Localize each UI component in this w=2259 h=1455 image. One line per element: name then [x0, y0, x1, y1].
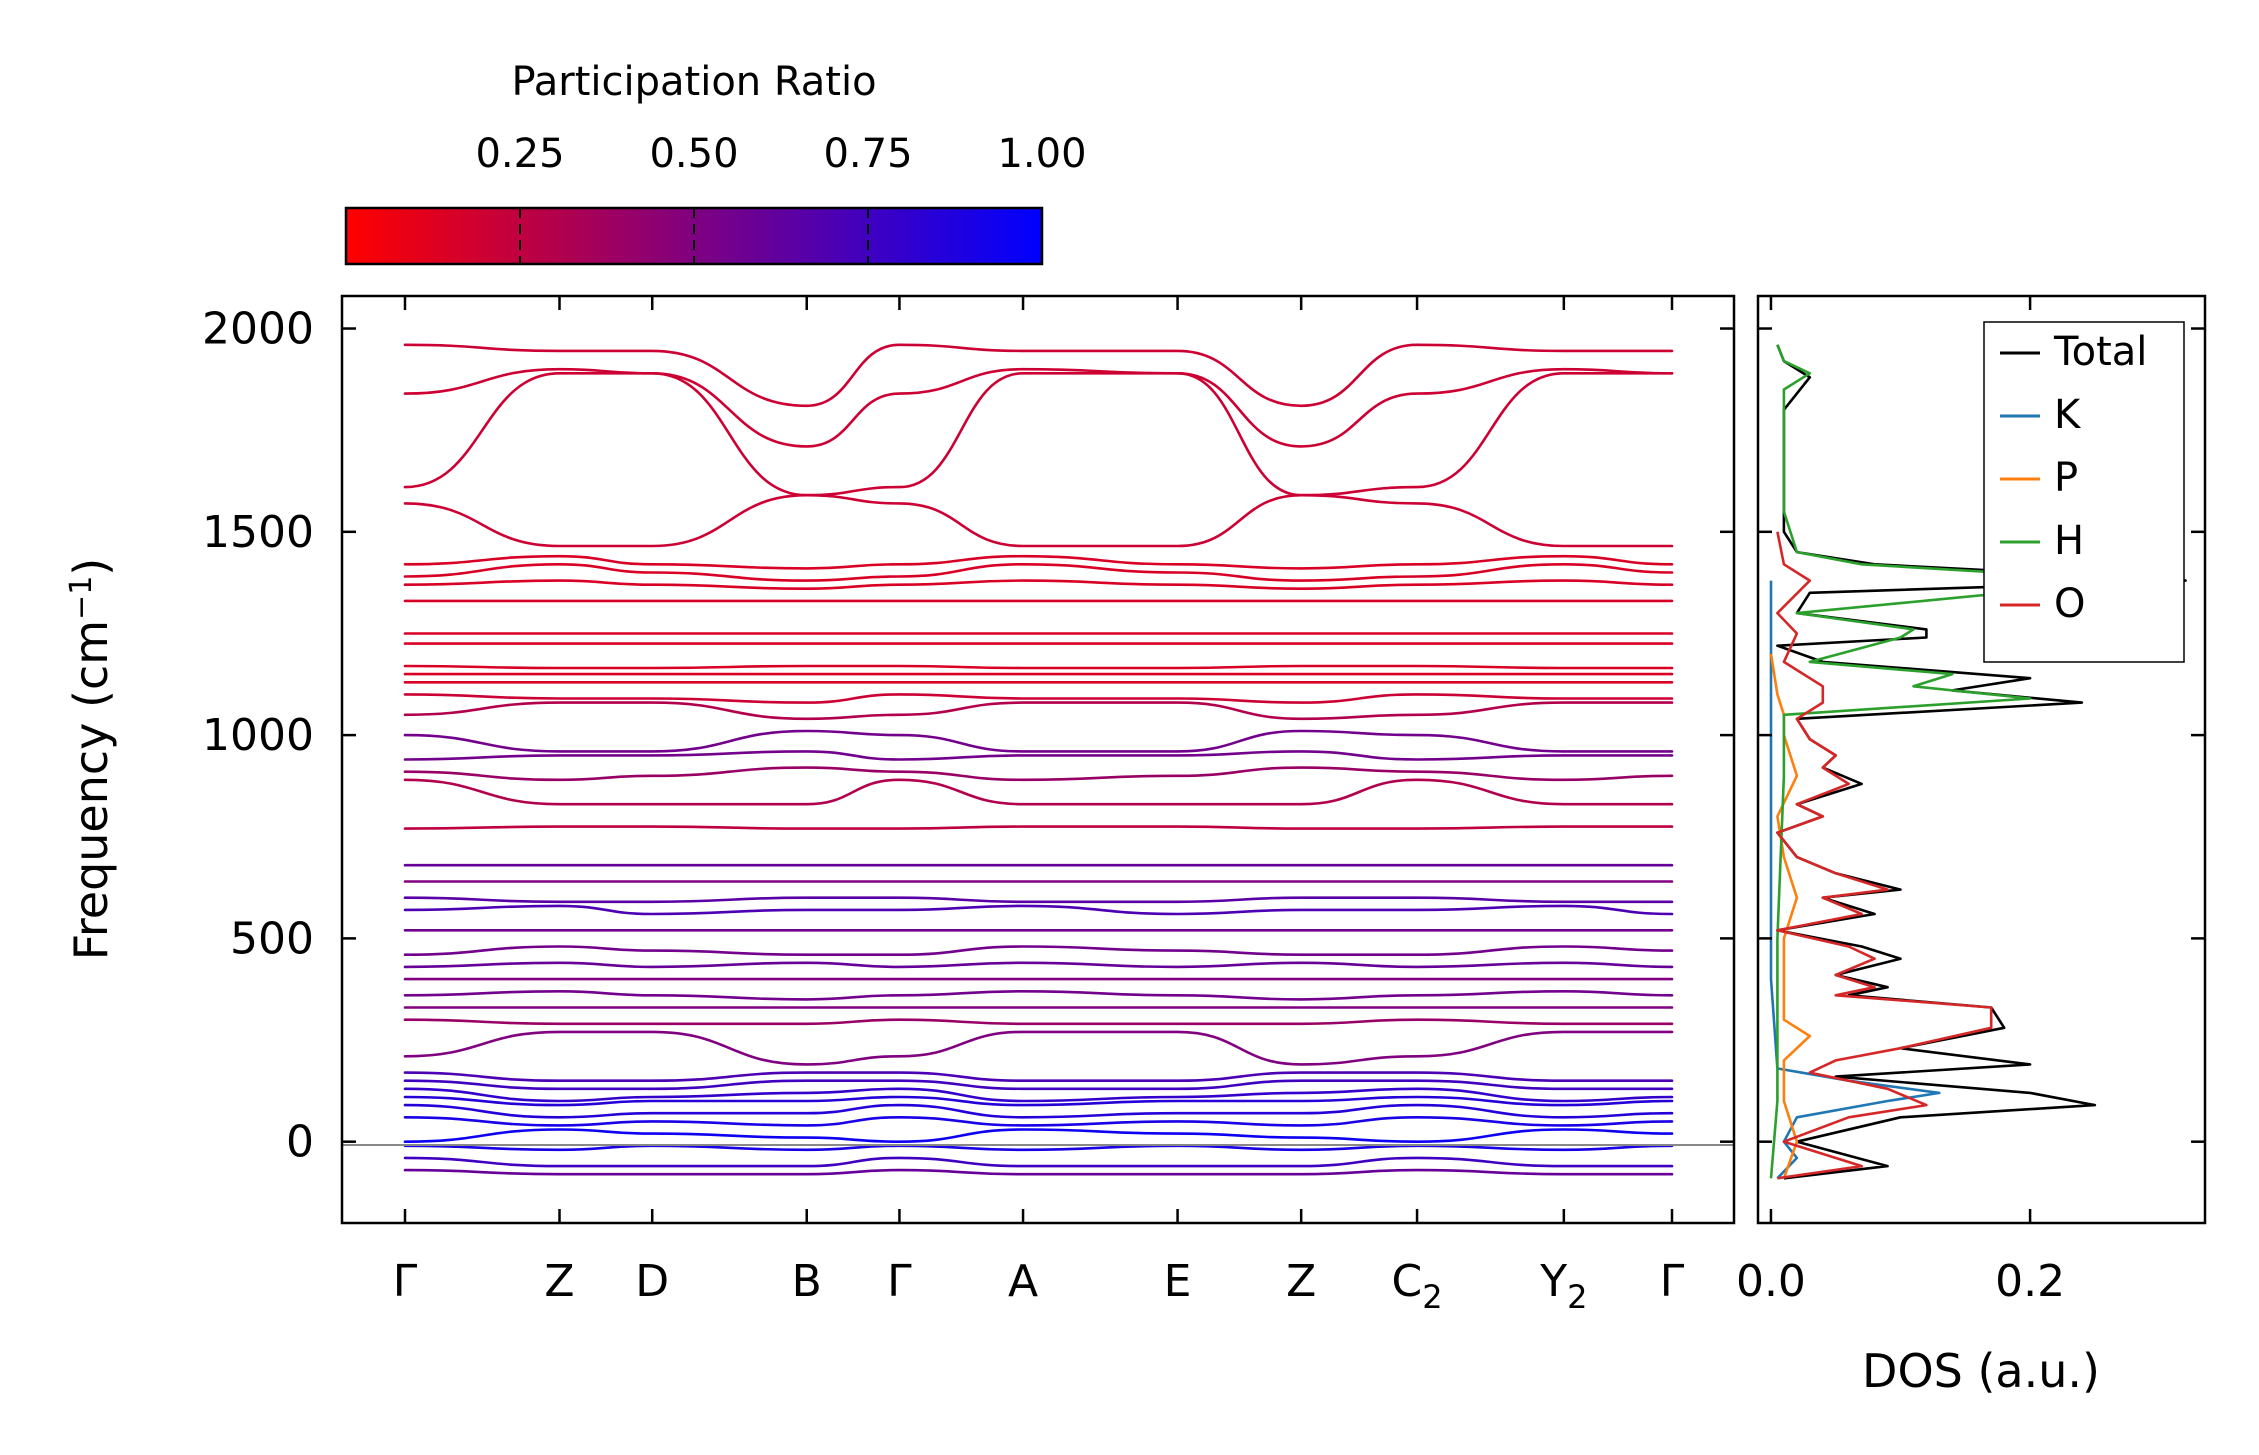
band-line-41: [403, 1168, 1674, 1176]
band-line-39: [403, 1144, 1674, 1152]
band-lines: [403, 343, 1674, 1176]
band-line-36: [403, 1103, 1674, 1119]
band-ytick-label: 2000: [202, 304, 314, 355]
band-line-14: [403, 701, 1674, 721]
band-ytick-label: 1000: [202, 710, 314, 761]
band-line-1: [403, 367, 1674, 448]
band-line-34: [403, 1087, 1674, 1103]
colorbar-tick-label: 0.25: [475, 131, 564, 177]
band-line-37: [403, 1115, 1674, 1127]
band-y-axis-title: Frequency (cm−1): [64, 558, 118, 961]
dos-x-axis-title: DOS (a.u.): [1862, 1344, 2100, 1398]
band-line-5: [403, 562, 1674, 582]
dos-lines: [1769, 344, 2187, 1180]
kpath-label: Z: [544, 1256, 574, 1307]
band-line-40: [403, 1156, 1674, 1168]
kpath-label: A: [1008, 1256, 1038, 1307]
band-line-15: [403, 729, 1674, 753]
dos-line-k: [1769, 580, 1941, 1180]
colorbar-tick-label: 0.75: [823, 131, 912, 177]
band-line-25: [403, 945, 1674, 957]
band-line-6: [403, 579, 1674, 591]
kpath-label: D: [635, 1256, 669, 1307]
kpath-label: Y2: [1539, 1256, 1587, 1316]
band-line-22: [403, 896, 1674, 904]
band-line-38: [403, 1128, 1674, 1144]
band-line-35: [403, 1095, 1674, 1107]
band-line-19: [403, 825, 1674, 830]
band-line-2: [403, 371, 1674, 497]
band-ytick-label: 0: [286, 1117, 314, 1168]
band-line-33: [403, 1079, 1674, 1091]
band-line-31: [403, 1030, 1674, 1066]
band-line-13: [403, 693, 1674, 704]
dos-line-h: [1769, 344, 2135, 1179]
colorbar-tick-label: 1.00: [997, 131, 1086, 177]
band-ytick-label: 1500: [202, 507, 314, 558]
dos-xtick-label: 0.0: [1736, 1256, 1806, 1307]
band-line-16: [403, 750, 1674, 761]
band-line-32: [403, 1071, 1674, 1083]
band-line-17: [403, 766, 1674, 782]
band-kpath-ticks: Γ Z D B Γ A E Z C2 Y2 Γ: [393, 296, 1685, 1316]
colorbar-ticks: 0.25 0.50 0.75 1.00: [475, 131, 1087, 264]
kpath-label: C2: [1392, 1256, 1443, 1316]
colorbar: Participation Ratio 0.25 0.50 0.75 1.00: [344, 59, 1087, 266]
band-line-23: [403, 904, 1674, 916]
kpath-label: Γ: [393, 1256, 418, 1307]
band-structure-panel: 0 500 1000 1500 2000 Γ Z D B Γ A E Z C2 Y2 Γ Frequency…: [64, 294, 1736, 1316]
band-line-10: [403, 664, 1674, 670]
colorbar-tick-label: 0.50: [649, 131, 738, 177]
kpath-label: B: [792, 1256, 822, 1307]
dos-ticks: 0.0 0.2: [1736, 296, 2205, 1307]
dos-line-o: [1776, 531, 1993, 1180]
band-line-30: [403, 1018, 1674, 1026]
band-line-4: [403, 554, 1674, 570]
kpath-label: E: [1164, 1256, 1192, 1307]
band-line-26: [403, 961, 1674, 969]
band-ytick-label: 500: [230, 913, 314, 964]
band-y-ticks: 0 500 1000 1500 2000: [202, 304, 1734, 1168]
band-line-3: [403, 493, 1674, 548]
colorbar-title: Participation Ratio: [511, 59, 876, 105]
dos-axes-frame: [1756, 294, 2207, 1225]
kpath-label: Γ: [1660, 1256, 1685, 1307]
legend-label-p: P: [2054, 455, 2078, 501]
kpath-label: Γ: [887, 1256, 912, 1307]
band-line-18: [403, 778, 1674, 806]
band-line-0: [403, 343, 1674, 408]
dos-xtick-label: 0.2: [1995, 1256, 2065, 1307]
legend-label-h: H: [2054, 518, 2084, 564]
legend-label-total: Total: [2053, 329, 2147, 375]
kpath-label: Z: [1286, 1256, 1316, 1307]
band-line-28: [403, 989, 1674, 1001]
legend-label-k: K: [2054, 392, 2082, 438]
legend-label-o: O: [2054, 581, 2085, 627]
band-axes-frame: [340, 294, 1736, 1225]
